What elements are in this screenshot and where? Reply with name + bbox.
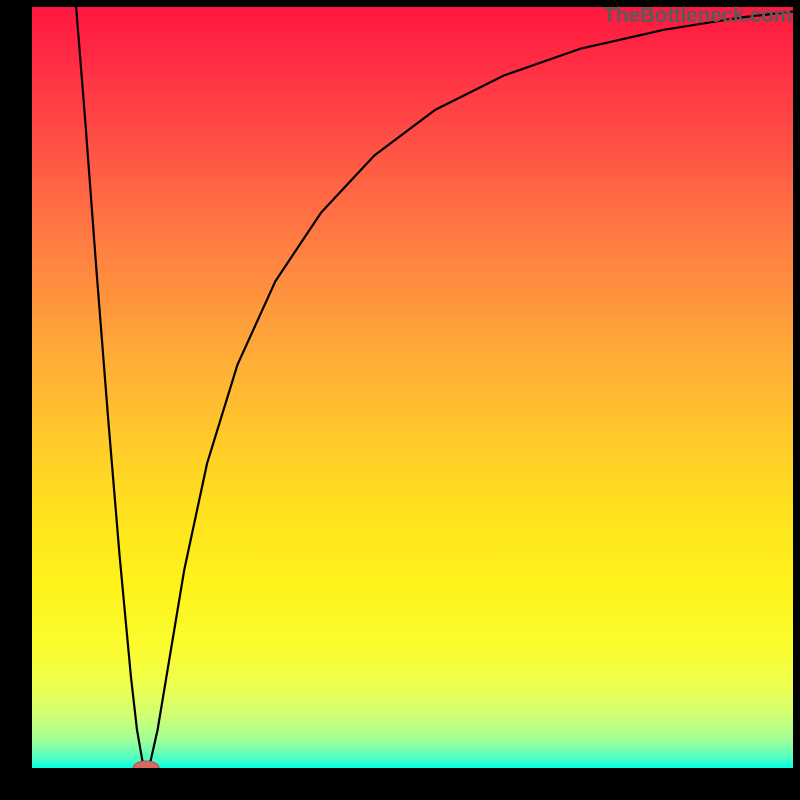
bottleneck-chart (0, 0, 800, 800)
watermark-text: TheBottleneck.com (603, 4, 792, 28)
chart-container: TheBottleneck.com (0, 0, 800, 800)
chart-gradient-background (32, 7, 793, 768)
